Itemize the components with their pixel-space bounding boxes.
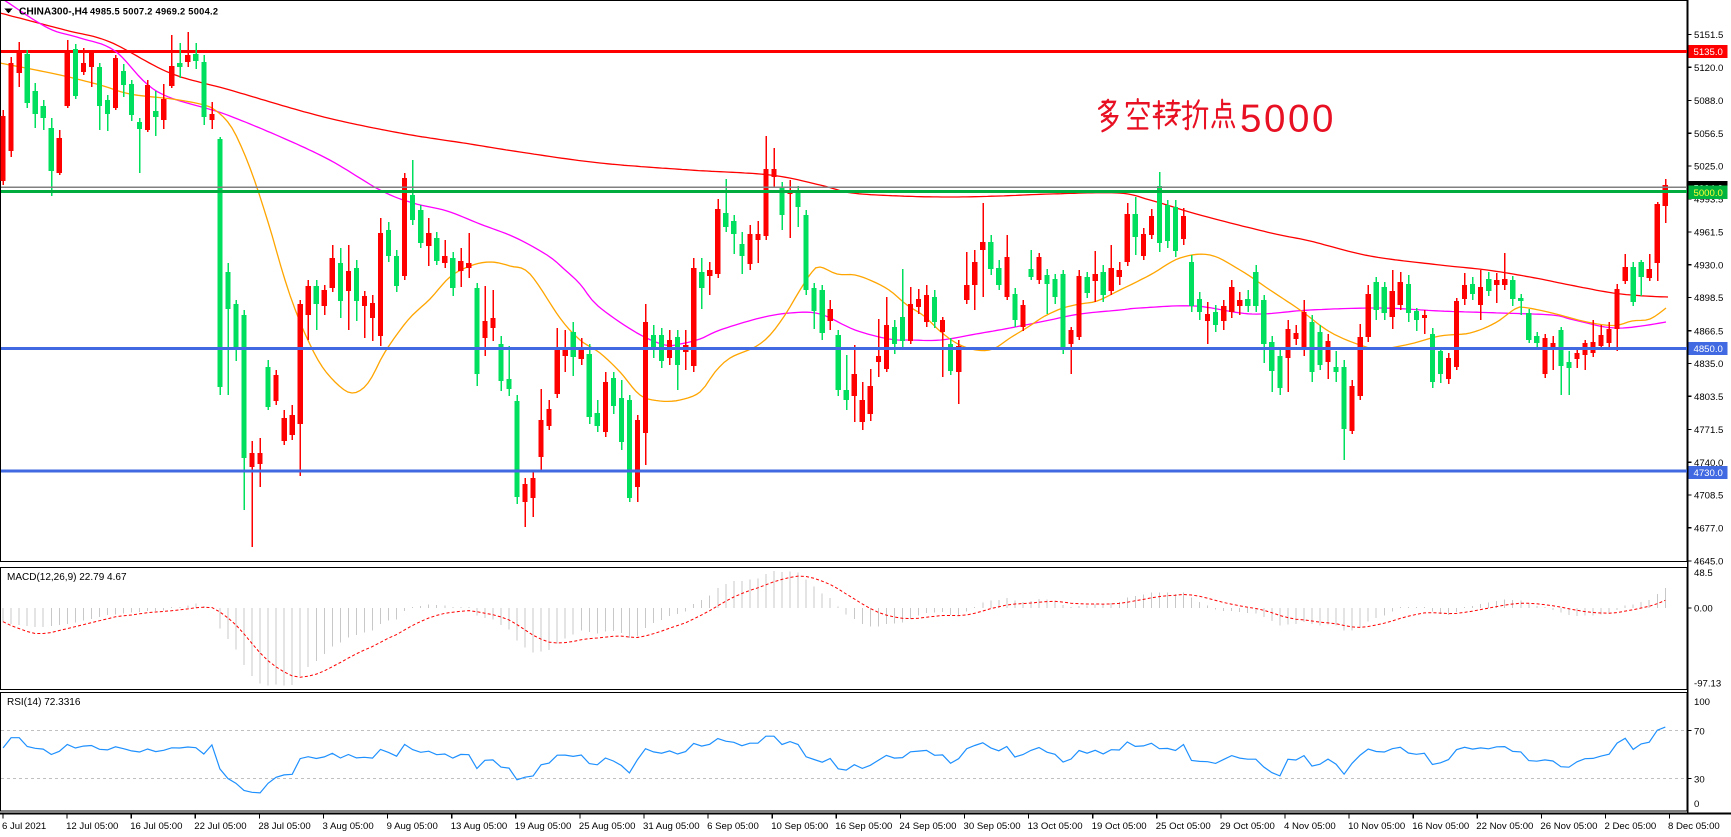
svg-text:12 Jul 05:00: 12 Jul 05:00	[66, 821, 118, 832]
svg-text:6 Jul 2021: 6 Jul 2021	[2, 821, 46, 832]
svg-text:4866.5: 4866.5	[1694, 326, 1723, 337]
svg-text:4993.5: 4993.5	[1694, 194, 1723, 205]
svg-text:0: 0	[1694, 799, 1699, 810]
svg-text:13 Aug 05:00: 13 Aug 05:00	[451, 821, 508, 832]
svg-text:5120.0: 5120.0	[1694, 63, 1723, 74]
svg-text:CHINA300-,H4: CHINA300-,H4	[19, 7, 88, 18]
svg-text:8 Dec 05:00: 8 Dec 05:00	[1668, 821, 1720, 832]
svg-text:70: 70	[1694, 727, 1705, 738]
svg-text:4961.5: 4961.5	[1694, 228, 1723, 239]
svg-text:24 Sep 05:00: 24 Sep 05:00	[899, 821, 956, 832]
svg-text:22 Nov 05:00: 22 Nov 05:00	[1476, 821, 1533, 832]
svg-text:0.00: 0.00	[1694, 604, 1713, 615]
svg-text:29 Oct 05:00: 29 Oct 05:00	[1220, 821, 1275, 832]
svg-text:4835.0: 4835.0	[1694, 359, 1723, 370]
svg-text:6 Sep 05:00: 6 Sep 05:00	[707, 821, 759, 832]
svg-text:4930.0: 4930.0	[1694, 260, 1723, 271]
svg-text:4771.5: 4771.5	[1694, 425, 1723, 436]
svg-text:5088.0: 5088.0	[1694, 96, 1723, 107]
svg-text:-97.13: -97.13	[1694, 679, 1721, 690]
svg-text:5056.5: 5056.5	[1694, 129, 1723, 140]
svg-text:16 Sep 05:00: 16 Sep 05:00	[835, 821, 892, 832]
svg-text:10 Nov 05:00: 10 Nov 05:00	[1348, 821, 1405, 832]
svg-text:4850.0: 4850.0	[1694, 344, 1723, 355]
svg-text:19 Oct 05:00: 19 Oct 05:00	[1092, 821, 1147, 832]
svg-text:4898.5: 4898.5	[1694, 293, 1723, 304]
svg-text:4677.0: 4677.0	[1694, 523, 1723, 534]
svg-text:4708.5: 4708.5	[1694, 491, 1723, 502]
svg-text:5000: 5000	[1240, 98, 1336, 141]
svg-text:25 Oct 05:00: 25 Oct 05:00	[1156, 821, 1211, 832]
svg-text:4645.0: 4645.0	[1694, 557, 1723, 568]
svg-text:5135.0: 5135.0	[1694, 47, 1723, 58]
svg-text:4740.0: 4740.0	[1694, 458, 1723, 469]
svg-text:5151.5: 5151.5	[1694, 30, 1723, 41]
svg-text:4985.5 5007.2 4969.2 5004.2: 4985.5 5007.2 4969.2 5004.2	[90, 7, 218, 17]
svg-text:4803.5: 4803.5	[1694, 392, 1723, 403]
svg-text:16 Nov 05:00: 16 Nov 05:00	[1412, 821, 1469, 832]
svg-text:4 Nov 05:00: 4 Nov 05:00	[1284, 821, 1336, 832]
svg-text:26 Nov 05:00: 26 Nov 05:00	[1540, 821, 1597, 832]
svg-text:RSI(14) 72.3316: RSI(14) 72.3316	[7, 697, 81, 708]
svg-text:3 Aug 05:00: 3 Aug 05:00	[323, 821, 374, 832]
svg-text:5000.0: 5000.0	[1694, 188, 1723, 199]
svg-text:28 Jul 05:00: 28 Jul 05:00	[258, 821, 310, 832]
svg-text:22 Jul 05:00: 22 Jul 05:00	[194, 821, 246, 832]
svg-text:13 Oct 05:00: 13 Oct 05:00	[1028, 821, 1083, 832]
svg-text:MACD(12,26,9) 22.79 4.67: MACD(12,26,9) 22.79 4.67	[7, 572, 127, 583]
svg-text:9 Aug 05:00: 9 Aug 05:00	[387, 821, 438, 832]
svg-text:5025.0: 5025.0	[1694, 162, 1723, 173]
svg-text:100: 100	[1694, 697, 1710, 708]
svg-text:30 Sep 05:00: 30 Sep 05:00	[964, 821, 1021, 832]
svg-text:16 Jul 05:00: 16 Jul 05:00	[130, 821, 182, 832]
svg-text:2 Dec 05:00: 2 Dec 05:00	[1605, 821, 1657, 832]
svg-text:30: 30	[1694, 775, 1705, 786]
svg-text:31 Aug 05:00: 31 Aug 05:00	[643, 821, 700, 832]
svg-text:10 Sep 05:00: 10 Sep 05:00	[771, 821, 828, 832]
svg-text:25 Aug 05:00: 25 Aug 05:00	[579, 821, 636, 832]
svg-text:48.5: 48.5	[1694, 568, 1713, 579]
svg-text:4730.0: 4730.0	[1694, 468, 1723, 479]
svg-text:19 Aug 05:00: 19 Aug 05:00	[515, 821, 572, 832]
